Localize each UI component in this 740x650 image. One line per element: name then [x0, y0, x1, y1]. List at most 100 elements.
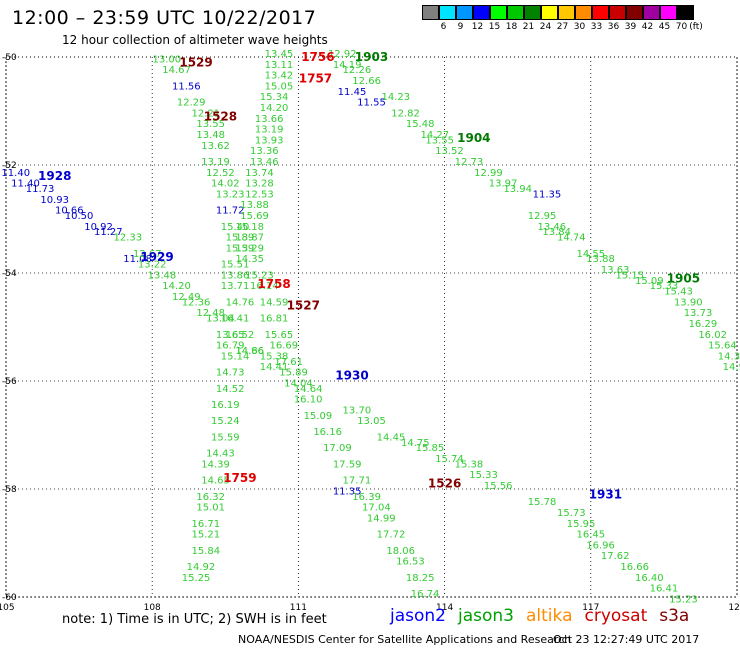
- swh-value: 13.48: [196, 130, 225, 141]
- satellite-legend: jason2 jason3 altika cryosat s3a: [390, 606, 701, 626]
- swh-value: 14.20: [260, 103, 289, 114]
- swh-value: 14.67: [162, 65, 191, 76]
- color-swatch: [490, 5, 507, 20]
- swh-value: 12.99: [474, 168, 503, 179]
- swh-value: 15.23: [245, 270, 274, 281]
- swh-value: 13.19: [201, 157, 230, 168]
- color-swatch: [422, 5, 439, 20]
- color-swatch: [541, 5, 558, 20]
- color-swatch: [456, 5, 473, 20]
- color-swatch: [439, 5, 456, 20]
- swh-value: 15.40: [221, 222, 250, 233]
- swh-value: 17.61: [274, 357, 303, 368]
- swh-value: 16.29: [689, 319, 718, 330]
- color-scale-label: 24: [539, 22, 552, 32]
- color-swatch: [592, 5, 609, 20]
- swh-value: 14.43: [206, 449, 235, 460]
- color-swatch: [609, 5, 626, 20]
- swh-value: 13.19: [255, 125, 284, 136]
- swh-value: 15.38: [260, 351, 289, 362]
- swh-value: 11.55: [357, 98, 386, 109]
- swh-value: 12.92: [328, 49, 357, 60]
- pass-number-label: 1526: [428, 477, 461, 491]
- swh-value: 15.64: [708, 341, 737, 352]
- pass-number-label: 1527: [287, 298, 320, 312]
- color-swatch: [473, 5, 490, 20]
- swh-value: 13.73: [684, 308, 713, 319]
- color-swatch: [507, 5, 524, 20]
- longitude-tick-label: 117: [582, 603, 599, 613]
- latitude-tick-label: -54: [2, 269, 17, 279]
- swh-value: 15.18: [235, 222, 264, 233]
- swh-value: 14.65: [201, 476, 230, 487]
- swh-value: 14.41: [260, 362, 289, 373]
- swh-value: 16.52: [226, 330, 255, 341]
- pass-number-label: 1903: [355, 50, 388, 64]
- swh-value: 13.70: [343, 405, 372, 416]
- swh-value: 13.46: [537, 222, 566, 233]
- swh-value: 14.52: [216, 384, 245, 395]
- color-scale-label: 9: [457, 22, 464, 32]
- longitude-tick-label: 108: [144, 603, 161, 613]
- swh-value: 17.71: [343, 476, 372, 487]
- swh-value: 14.75: [401, 438, 430, 449]
- swh-value: 12.29: [177, 98, 206, 109]
- swh-values: 11.4011.4011.7310.9310.6610.5010.9211.27…: [1, 49, 740, 605]
- pass-number-label: 1905: [667, 271, 700, 285]
- swh-value: 15.25: [182, 573, 211, 584]
- satellite-legend-item: s3a: [659, 606, 690, 626]
- swh-value: 13.05: [357, 416, 386, 427]
- color-scale-label: 42: [641, 22, 654, 32]
- swh-value: 17.62: [601, 551, 630, 562]
- swh-value: 12.67: [133, 249, 162, 260]
- swh-value: 13.66: [255, 114, 284, 125]
- color-swatch: [626, 5, 643, 20]
- latitude-tick-label: -50: [2, 53, 17, 63]
- swh-value: 15.14: [221, 351, 250, 362]
- swh-value: 13.74: [245, 168, 274, 179]
- swh-value: 13.90: [674, 297, 703, 308]
- latitude-tick-label: -52: [2, 161, 17, 171]
- swh-value: 13.65: [216, 330, 245, 341]
- swh-value: 14.32: [718, 351, 740, 362]
- color-scale-label: 39: [624, 22, 637, 32]
- swh-value: 17.72: [377, 530, 406, 541]
- swh-value: 12.53: [245, 189, 274, 200]
- swh-value: 13.22: [138, 260, 167, 271]
- pass-number-label: 1529: [179, 55, 212, 69]
- swh-value: 10.50: [65, 211, 94, 222]
- swh-value: 14.04: [284, 378, 313, 389]
- swh-value: 15.15: [615, 270, 644, 281]
- color-scale-label: 36: [607, 22, 620, 32]
- page-subtitle: 12 hour collection of altimeter wave hei…: [62, 33, 328, 47]
- swh-value: 15.33: [469, 470, 498, 481]
- swh-value: 16.41: [221, 314, 250, 325]
- swh-value: 12.66: [352, 76, 381, 87]
- swh-value: 15.33: [650, 281, 679, 292]
- swh-value: 15.56: [484, 481, 513, 492]
- swh-value: 13.29: [235, 243, 264, 254]
- swh-value: 15.48: [406, 119, 435, 130]
- color-scale-label: 45: [658, 22, 671, 32]
- swh-value: 16.81: [260, 314, 289, 325]
- swh-value: 17.04: [362, 503, 391, 514]
- swh-value: 14.27: [421, 130, 450, 141]
- swh-value: 13.04: [206, 314, 235, 325]
- swh-value: 13.00: [152, 54, 181, 65]
- color-swatch: [575, 5, 592, 20]
- color-scale-label: 21: [522, 22, 535, 32]
- swh-value: 11.08: [123, 254, 152, 265]
- color-scale-unit: (ft): [689, 22, 703, 32]
- swh-value: 11.40: [1, 168, 30, 179]
- axis-ticks: 105 108 111 114 117 120 -50 -52 -54 -56 -58 -60: [0, 53, 740, 613]
- swh-value: 13.42: [265, 71, 294, 82]
- page-title: 12:00 – 23:59 UTC 10/22/2017: [12, 7, 317, 29]
- swh-value: 15.84: [191, 546, 220, 557]
- swh-value: 13.45: [265, 49, 294, 60]
- color-swatch: [677, 5, 694, 20]
- longitude-tick-label: 111: [290, 603, 307, 613]
- swh-value: 10.93: [40, 195, 69, 206]
- swh-value: 14.45: [377, 432, 406, 443]
- swh-value: 12.82: [391, 108, 420, 119]
